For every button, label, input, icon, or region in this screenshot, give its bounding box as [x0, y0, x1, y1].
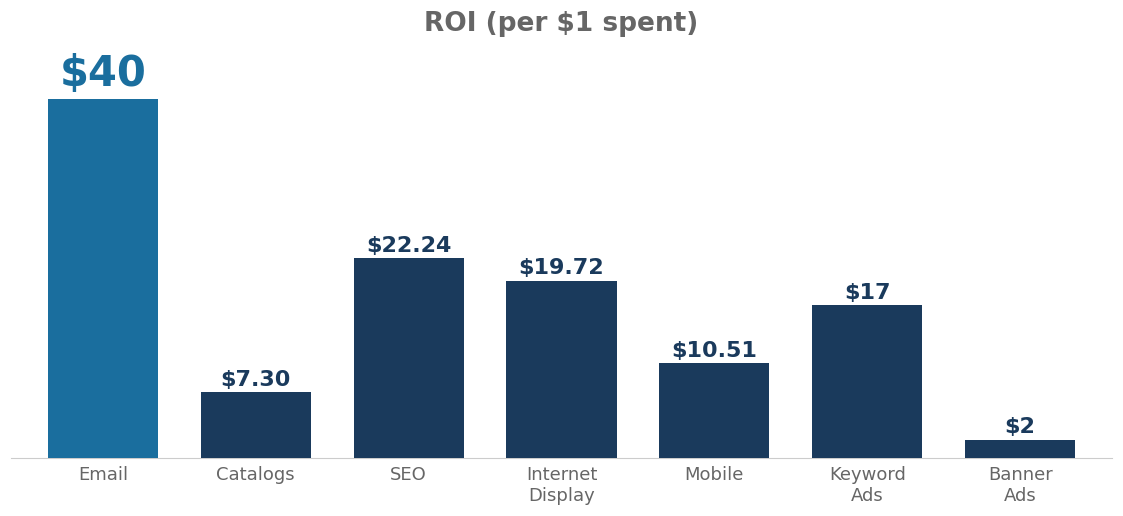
Bar — [354, 258, 464, 458]
Bar — [48, 99, 158, 458]
Text: $40: $40 — [60, 53, 146, 95]
Text: $19.72: $19.72 — [519, 258, 604, 278]
Title: ROI (per $1 spent): ROI (per $1 spent) — [424, 11, 699, 37]
Text: $10.51: $10.51 — [672, 341, 757, 361]
Bar — [659, 363, 769, 458]
Bar — [506, 281, 617, 458]
Text: $22.24: $22.24 — [366, 235, 451, 255]
Bar — [201, 392, 311, 458]
Text: $2: $2 — [1005, 417, 1035, 437]
Text: $17: $17 — [844, 283, 891, 302]
Bar — [812, 305, 922, 458]
Text: $7.30: $7.30 — [220, 369, 291, 390]
Bar — [965, 440, 1075, 458]
